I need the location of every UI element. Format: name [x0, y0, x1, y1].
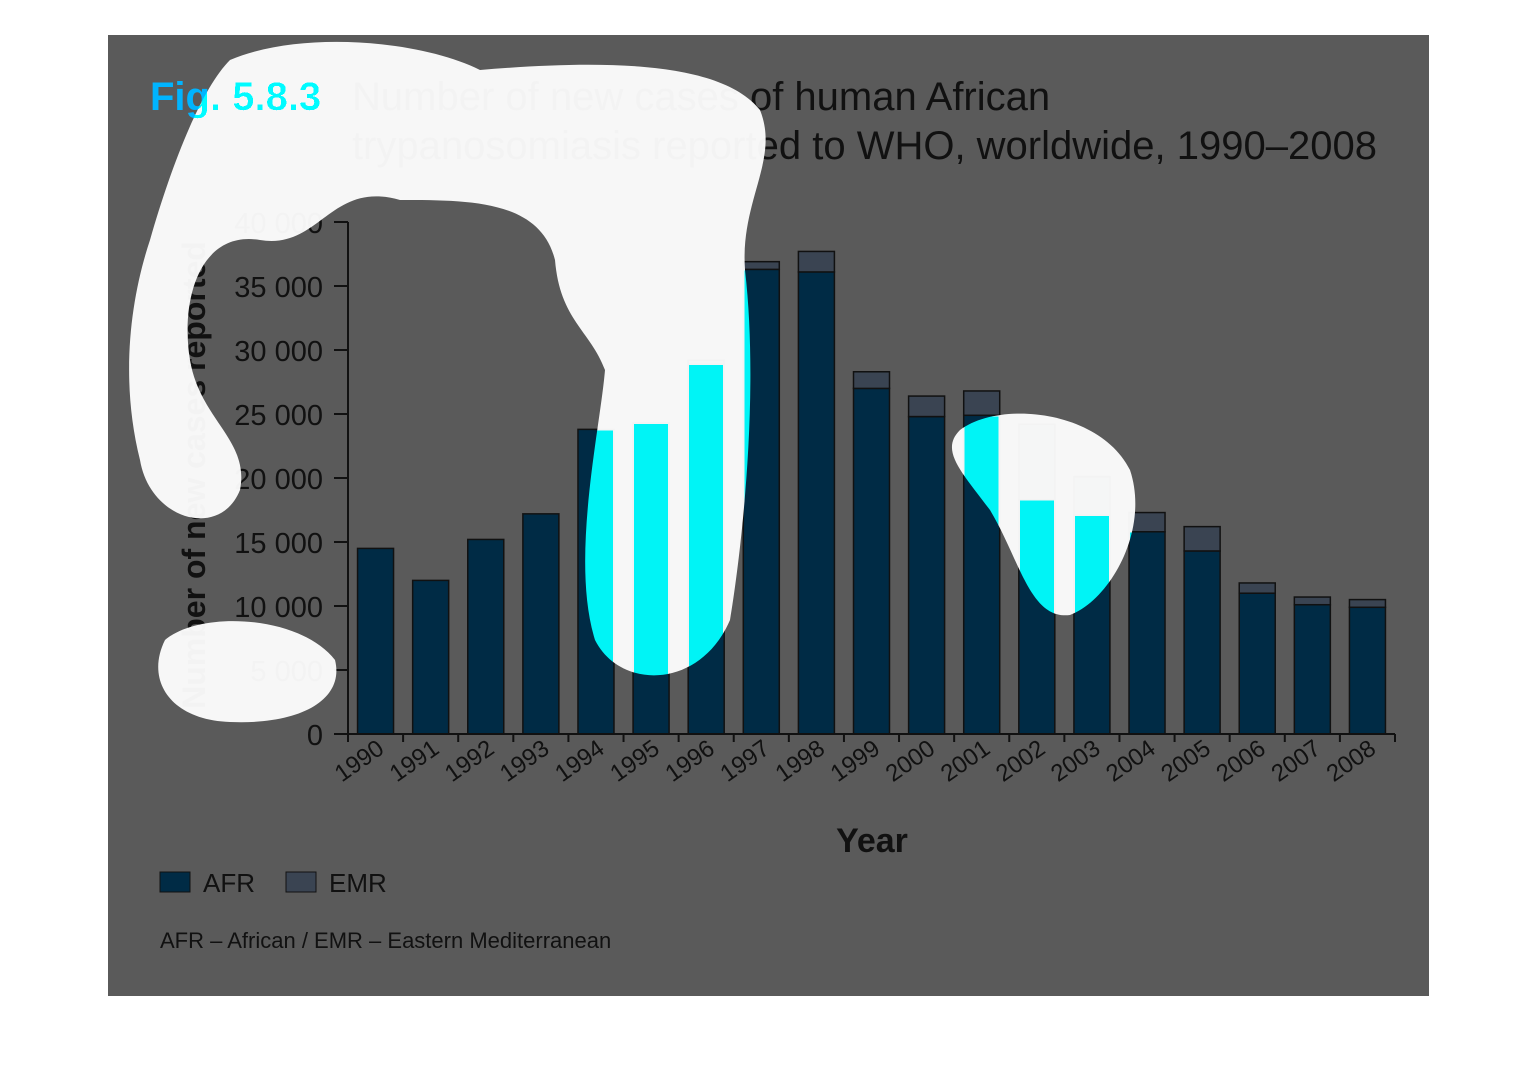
- bar-afr-2000: [907, 415, 946, 735]
- y-tick-label: 0: [307, 720, 323, 752]
- legend-label-emr: EMR: [329, 868, 387, 898]
- x-tick-label: 2000: [881, 735, 940, 788]
- y-tick-label: 10 000: [234, 592, 323, 624]
- legend-swatch-afr: [159, 871, 191, 893]
- bar-afr-1999: [852, 387, 891, 735]
- bar-emr-2000: [907, 395, 946, 418]
- y-tick-label: 20 000: [234, 464, 323, 496]
- x-tick-label: 2005: [1156, 735, 1215, 788]
- bar-emr-2001: [962, 390, 1001, 417]
- legend-label-afr: AFR: [203, 868, 255, 898]
- x-tick-label: 1996: [660, 735, 719, 788]
- x-tick-label: 1990: [330, 735, 389, 788]
- bar-emr-2008: [1348, 598, 1387, 609]
- footnote: AFR – African / EMR – Eastern Mediterran…: [160, 928, 611, 953]
- bar-emr-2005: [1183, 525, 1221, 552]
- bar-afr-1992: [467, 538, 505, 735]
- bar-afr-1993: [522, 513, 560, 735]
- highlight-blob-title: [129, 41, 766, 676]
- highlight-overlay: [129, 41, 1136, 723]
- highlight-blob-yaxis: [158, 621, 337, 723]
- x-tick-label: 2008: [1322, 735, 1381, 788]
- x-tick-label: 1991: [385, 735, 444, 788]
- y-tick-label: 15 000: [234, 528, 323, 560]
- bar-emr-1997: [742, 260, 781, 271]
- bar-afr-2006: [1238, 592, 1276, 735]
- x-tick-label: 2004: [1101, 735, 1160, 788]
- bar-afr-1990: [356, 547, 395, 735]
- x-tick-label: 1999: [826, 735, 885, 788]
- bar-afr-2005: [1183, 550, 1221, 735]
- x-tick-label: 2001: [936, 735, 995, 788]
- x-tick-label: 1992: [440, 735, 499, 788]
- bar-afr-1998: [797, 271, 836, 735]
- bar-afr-2007: [1293, 603, 1332, 735]
- y-tick-label: 25 000: [234, 400, 323, 432]
- x-tick-label: 1994: [550, 735, 609, 788]
- bar-afr-2004: [1128, 531, 1166, 735]
- x-tick-label: 1995: [605, 735, 664, 788]
- legend-swatch-emr: [285, 871, 317, 893]
- bar-emr-2007: [1293, 596, 1332, 606]
- bar-emr-1999: [852, 371, 891, 390]
- x-tick-label: 1993: [495, 735, 554, 788]
- x-tick-label: 2007: [1267, 735, 1326, 788]
- x-tick-label: 2003: [1046, 735, 1105, 788]
- x-tick-label: 1997: [716, 735, 775, 788]
- bar-afr-1991: [411, 579, 450, 735]
- x-tick-label: 2006: [1211, 735, 1270, 788]
- bar-emr-1998: [797, 250, 836, 273]
- highlight-blob-2002: [951, 413, 1136, 616]
- bar-emr-2006: [1238, 582, 1276, 594]
- y-tick-label: 35 000: [234, 272, 323, 304]
- y-tick-label: 30 000: [234, 336, 323, 368]
- x-tick-label: 2002: [991, 735, 1050, 788]
- bar-afr-2008: [1348, 606, 1387, 735]
- x-axis-label: Year: [836, 822, 908, 860]
- x-tick-label: 1998: [771, 735, 830, 788]
